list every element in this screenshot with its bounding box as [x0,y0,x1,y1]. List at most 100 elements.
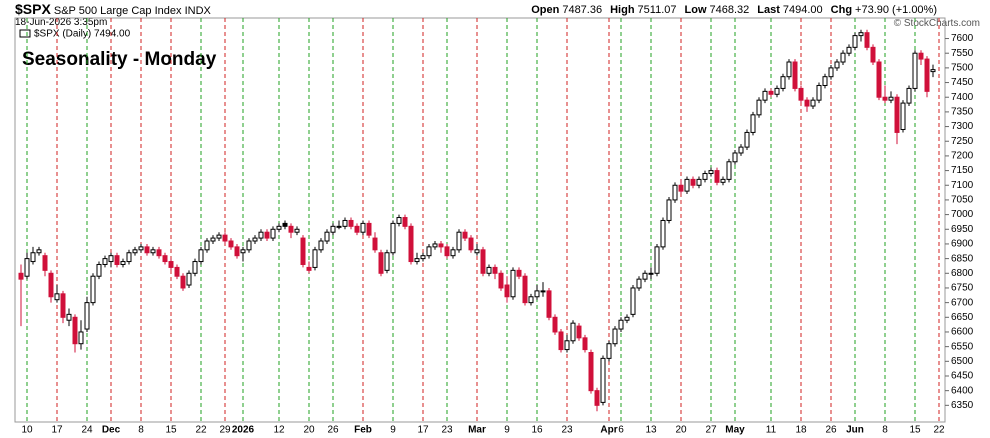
candle-body [240,249,246,254]
quote-line: Open 7487.36 High 7511.07 Low 7468.32 Last 7494… [531,4,945,16]
candle-body [372,237,378,251]
candle-body [600,357,606,403]
candle-body [768,90,774,95]
candle-body [666,199,672,221]
candle-body [204,240,210,251]
candle-body [798,87,804,101]
symbol-name: S&P 500 Large Cap Index [53,5,182,17]
candle-body [282,222,288,227]
candle-body [456,231,462,251]
candle-body [360,222,366,233]
candle-body [444,246,450,257]
x-tick-label: 2026 [232,425,255,436]
candle-body [426,246,432,257]
candle-body [276,225,282,230]
candle-body [186,272,192,286]
candle-body [366,222,372,236]
candle-body [294,228,300,233]
candle-body [270,228,276,239]
candle-body [702,173,708,180]
candle-body [312,249,318,268]
candle-body [54,293,60,301]
candle-body [690,178,696,186]
candle-body [762,90,768,101]
candle-body [900,102,906,131]
quote-value: +73.90 (+1.00%) [855,4,937,16]
y-tick-label: 7450 [951,77,974,88]
candle-body [252,237,258,242]
quote-label: Open [531,4,560,16]
candle-body [864,32,870,48]
candle-body [558,331,564,351]
candle-body [60,293,66,318]
y-tick-label: 7300 [951,121,974,132]
candle-body [72,316,78,345]
x-tick-label: 17 [51,425,63,436]
x-tick-label: 9 [390,425,396,436]
candle-body [750,114,756,133]
x-tick-label: 13 [645,425,657,436]
candle-body [564,340,570,351]
x-tick-label: Dec [102,425,121,436]
x-tick-label: 23 [441,425,453,436]
candle-body [612,328,618,345]
candle-body [300,237,306,265]
candle-body [858,32,864,37]
candle-body [396,217,402,224]
candle-body [534,290,540,298]
symbol: $SPX [15,1,51,17]
candle-body [486,266,492,274]
candle-body [720,178,726,183]
y-tick-label: 6600 [951,327,974,338]
chart-title: Seasonality - Monday [22,49,217,70]
candle-body [810,99,816,107]
candle-body [258,231,264,239]
exchange: INDX [184,5,211,17]
candle-body [636,278,642,289]
candle-body [150,249,156,254]
candle-body [714,170,720,183]
x-tick-label: 8 [138,425,144,436]
candle-body [468,237,474,251]
candle-body [834,61,840,69]
x-tick-label: 16 [531,425,543,436]
candle-body [24,258,30,277]
candle-body [606,343,612,359]
candle-body [384,252,390,271]
y-tick-label: 6950 [951,224,974,235]
y-tick-label: 7100 [951,180,974,191]
x-tick-label: 23 [561,425,573,436]
candle-body [894,96,900,133]
candle-body [96,263,102,277]
x-tick-label: 20 [675,425,687,436]
x-tick-label: Jun [846,425,864,436]
candle-body [390,222,396,254]
candle-body [912,52,918,89]
y-tick-label: 6750 [951,283,974,294]
x-tick-label: 11 [766,425,777,436]
candle-body [438,243,444,248]
candle-body [618,319,624,330]
copyright: © StockCharts.com [893,18,980,29]
candle-body [930,69,936,73]
legend-icon [19,29,31,38]
y-tick-label: 6700 [951,297,974,308]
candle-body [738,146,744,154]
symbol-line: $SPX S&P 500 Large Cap Index INDX [15,1,211,17]
quote-label: Last [757,4,780,16]
candle-body [174,266,180,277]
y-tick-label: 6900 [951,239,974,250]
candle-body [594,390,600,406]
candle-body [246,240,252,251]
x-tick-label: 27 [705,425,717,436]
candle-body [522,275,528,304]
candle-body [756,99,762,116]
candle-body [552,316,558,333]
candle-body [648,272,654,275]
candle-body [336,225,342,228]
candle-body [876,61,882,98]
candle-body [306,266,312,271]
x-tick-label: 12 [273,425,285,436]
x-tick-label: May [725,425,745,436]
